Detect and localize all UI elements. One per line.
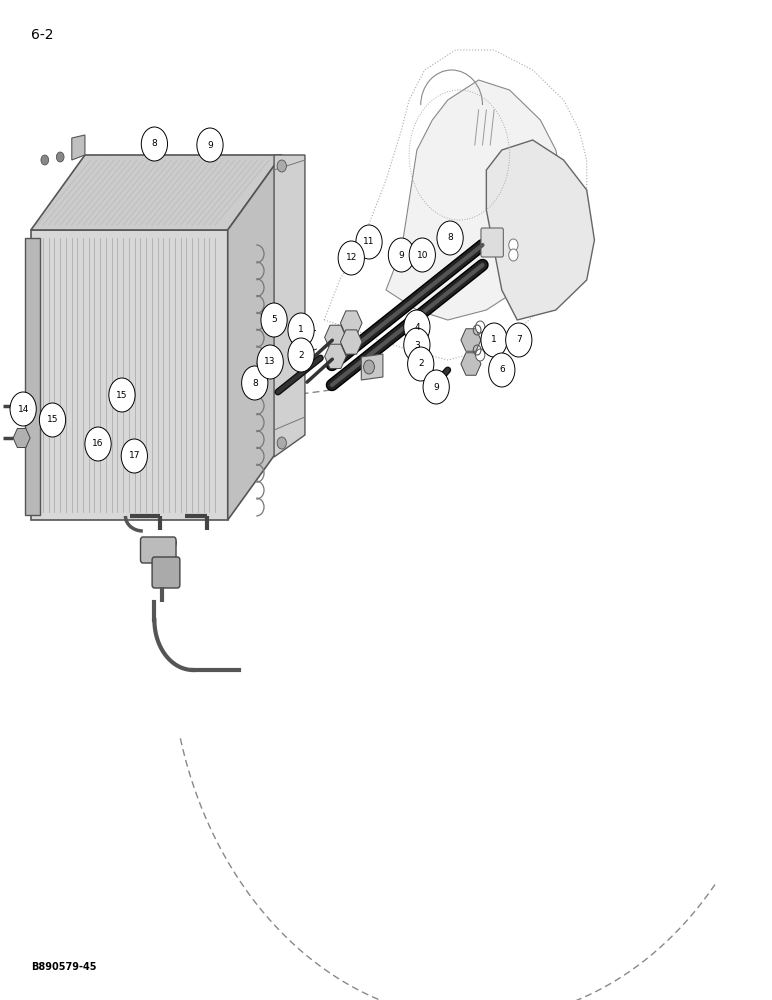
Polygon shape <box>13 428 30 448</box>
Text: 8: 8 <box>252 378 258 387</box>
Circle shape <box>338 241 364 275</box>
Circle shape <box>404 328 430 362</box>
Circle shape <box>509 239 518 251</box>
Circle shape <box>141 127 168 161</box>
Circle shape <box>109 378 135 412</box>
Text: 13: 13 <box>265 358 276 366</box>
Circle shape <box>288 313 314 347</box>
Circle shape <box>121 439 147 473</box>
Polygon shape <box>325 325 347 349</box>
Text: 7: 7 <box>516 336 522 344</box>
FancyBboxPatch shape <box>141 537 176 563</box>
Circle shape <box>409 238 435 272</box>
Text: 8: 8 <box>151 139 157 148</box>
Circle shape <box>437 221 463 255</box>
Text: 9: 9 <box>398 250 405 259</box>
FancyBboxPatch shape <box>481 228 503 257</box>
Text: 16: 16 <box>93 440 103 448</box>
Text: 6: 6 <box>499 365 505 374</box>
Circle shape <box>404 310 430 344</box>
Polygon shape <box>13 396 30 416</box>
Text: 1: 1 <box>298 326 304 334</box>
Text: 3: 3 <box>414 340 420 350</box>
Polygon shape <box>340 330 362 354</box>
Text: 15: 15 <box>117 390 127 399</box>
Text: 14: 14 <box>18 404 29 414</box>
Polygon shape <box>31 155 282 230</box>
Circle shape <box>10 392 36 426</box>
Text: 10: 10 <box>417 250 428 259</box>
Circle shape <box>41 155 49 165</box>
Text: 15: 15 <box>47 416 58 424</box>
Circle shape <box>288 338 314 372</box>
Polygon shape <box>72 135 85 160</box>
Polygon shape <box>482 327 507 355</box>
Polygon shape <box>274 155 305 457</box>
Circle shape <box>509 249 518 261</box>
Circle shape <box>476 321 485 333</box>
Circle shape <box>356 225 382 259</box>
Polygon shape <box>486 140 594 320</box>
Polygon shape <box>31 230 228 520</box>
Circle shape <box>388 238 415 272</box>
Polygon shape <box>461 329 481 351</box>
Text: 8: 8 <box>447 233 453 242</box>
Text: 11: 11 <box>364 237 374 246</box>
Circle shape <box>506 323 532 357</box>
Text: 5: 5 <box>271 316 277 324</box>
Circle shape <box>489 353 515 387</box>
Circle shape <box>516 335 526 347</box>
Text: 17: 17 <box>129 452 140 460</box>
Circle shape <box>197 128 223 162</box>
FancyBboxPatch shape <box>152 557 180 588</box>
Text: 9: 9 <box>207 140 213 149</box>
Polygon shape <box>325 344 347 368</box>
Circle shape <box>56 152 64 162</box>
Polygon shape <box>228 155 282 520</box>
Circle shape <box>423 370 449 404</box>
Circle shape <box>364 360 374 374</box>
Text: 2: 2 <box>298 351 304 360</box>
Text: 9: 9 <box>433 382 439 391</box>
Circle shape <box>277 437 286 449</box>
Polygon shape <box>25 238 40 515</box>
Text: 12: 12 <box>346 253 357 262</box>
Circle shape <box>408 347 434 381</box>
Circle shape <box>242 366 268 400</box>
Text: 4: 4 <box>414 322 420 332</box>
Polygon shape <box>461 353 481 375</box>
Polygon shape <box>386 80 564 320</box>
Circle shape <box>277 160 286 172</box>
Text: 6-2: 6-2 <box>31 28 53 42</box>
Text: 1: 1 <box>491 336 497 344</box>
Circle shape <box>257 345 283 379</box>
Circle shape <box>39 403 66 437</box>
Text: B890579-45: B890579-45 <box>31 962 96 972</box>
Circle shape <box>476 349 485 361</box>
Polygon shape <box>340 311 362 335</box>
Text: 2: 2 <box>418 360 424 368</box>
Circle shape <box>481 323 507 357</box>
Polygon shape <box>361 354 383 380</box>
Circle shape <box>261 303 287 337</box>
Circle shape <box>85 427 111 461</box>
